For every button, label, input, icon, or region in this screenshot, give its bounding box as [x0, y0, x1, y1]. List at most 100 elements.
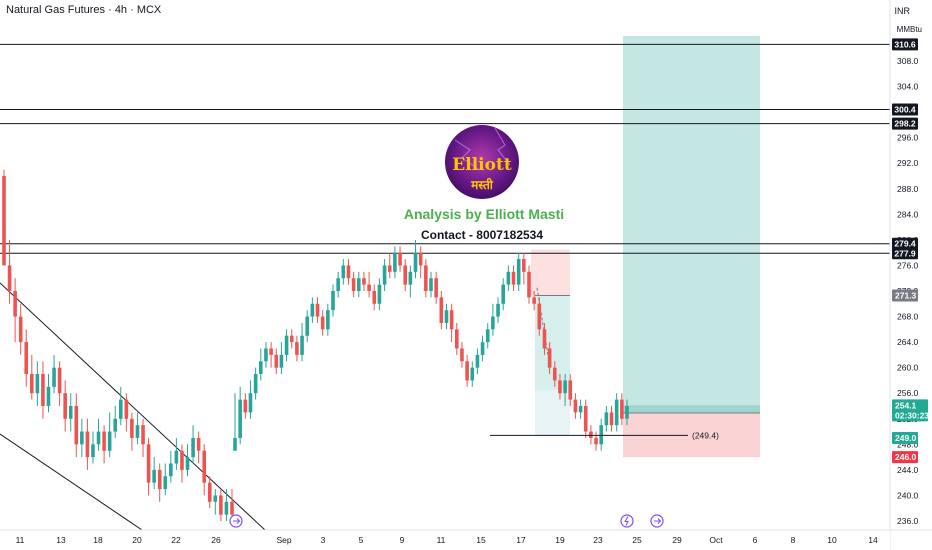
x-axis-ticks: 11 13 18 20 22 26 Sep 3 5 9 11 15 17 19 23 25 29 Oct 6 8 10 1… [16, 535, 878, 545]
x-tick-label: 9 [400, 535, 405, 545]
candle-body [124, 399, 129, 419]
level-price-tag[interactable]: 279.4 [892, 237, 918, 250]
candle-body [625, 406, 629, 419]
candle-body [102, 431, 106, 451]
candle-body [74, 406, 79, 445]
candle-body [351, 278, 356, 291]
price-tag[interactable]: 254.102:30:23 [892, 399, 929, 422]
candle-body [382, 265, 387, 285]
svg-text:271.3: 271.3 [895, 290, 917, 300]
level-price-tag[interactable]: 300.4 [892, 103, 918, 116]
candle-body [289, 335, 294, 343]
x-tick-label: 29 [672, 535, 682, 545]
candle-body [439, 297, 444, 323]
long-entry-band [623, 405, 760, 414]
price-tag[interactable]: 246.0 [892, 451, 918, 464]
candle-body [96, 431, 101, 445]
level-price-tag[interactable]: 298.2 [892, 117, 918, 130]
candle-body [501, 284, 506, 304]
y-tick-label: 276.0 [897, 260, 919, 270]
candle-body [413, 252, 418, 272]
candle-body [253, 374, 258, 394]
candle-body [563, 380, 567, 394]
svg-text:246.0: 246.0 [895, 452, 917, 462]
event-markers [229, 514, 664, 528]
x-tick-label: 20 [132, 535, 142, 545]
candle-body [589, 431, 593, 438]
candle-body [429, 278, 433, 291]
channel-upper-line [0, 282, 266, 531]
candle-body [202, 450, 206, 483]
candle-body [491, 316, 495, 330]
candle-body [310, 303, 315, 317]
candle-body [68, 406, 73, 419]
candle-body [434, 278, 438, 298]
candle-body [30, 374, 34, 394]
candle-body [393, 252, 397, 272]
candle-body [609, 412, 614, 426]
candle-body [568, 380, 573, 400]
candle-body [403, 265, 408, 285]
x-tick-label: 13 [56, 535, 66, 545]
y-tick-label: 240.0 [897, 490, 919, 500]
candle-body [320, 316, 325, 330]
unit-label[interactable]: MMBtu [896, 25, 922, 34]
candle-body [398, 252, 402, 266]
candle-body [63, 393, 67, 419]
candle-body [496, 303, 500, 317]
candle-body [85, 431, 90, 458]
y-tick-label: 292.0 [897, 158, 919, 168]
candle-body [552, 367, 557, 381]
candle-body [230, 501, 234, 515]
candle-body [336, 278, 340, 291]
price-tag[interactable]: 249.0 [892, 431, 918, 444]
candle-body [480, 342, 485, 355]
candle-body [113, 418, 118, 432]
x-tick-label: 19 [555, 535, 565, 545]
y-tick-label: 248.0 [897, 439, 919, 449]
logo-line1: Elliott [452, 155, 512, 175]
candle-body [295, 342, 299, 355]
candle-body [163, 476, 168, 490]
candle-body [470, 367, 475, 381]
candle-body [152, 469, 156, 483]
candle-body [300, 335, 304, 355]
svg-text:254.1: 254.1 [895, 400, 917, 410]
price-tag[interactable]: 271.3 [892, 289, 918, 302]
candle-body [532, 297, 536, 304]
x-tick-label: 11 [437, 535, 446, 545]
svg-text:300.4: 300.4 [894, 105, 916, 115]
candle-body [213, 495, 218, 502]
level-price-tag[interactable]: 310.6 [892, 38, 918, 51]
candle-body [305, 316, 310, 336]
chart-title: Natural Gas Futures · 4h · MCX [6, 4, 162, 16]
candle-body [135, 425, 140, 438]
candle-body [594, 437, 598, 445]
x-tick-label: 3 [321, 535, 326, 545]
currency-label[interactable]: INR [894, 6, 911, 16]
y-tick-label: 244.0 [897, 465, 919, 475]
y-tick-label: 260.0 [897, 363, 919, 373]
candle-body [169, 463, 173, 477]
candle-body [18, 316, 23, 343]
candle-body [80, 431, 84, 445]
candle-body [506, 271, 511, 285]
candle-body [219, 495, 223, 515]
level-price-tag[interactable]: 277.9 [892, 247, 918, 260]
logo-line2: मस्ती [470, 178, 494, 192]
candle-body [367, 284, 371, 291]
candle-body [279, 354, 284, 368]
candle-body [424, 265, 428, 291]
time-axis[interactable] [0, 530, 890, 550]
y-tick-label: 268.0 [897, 312, 919, 322]
candle-body [444, 310, 449, 323]
x-tick-label: 25 [632, 535, 642, 545]
x-tick-label: 15 [476, 535, 486, 545]
candle-body [527, 271, 531, 298]
y-tick-label: 288.0 [897, 184, 919, 194]
x-tick-label: 5 [359, 535, 364, 545]
candle-body [180, 450, 184, 470]
